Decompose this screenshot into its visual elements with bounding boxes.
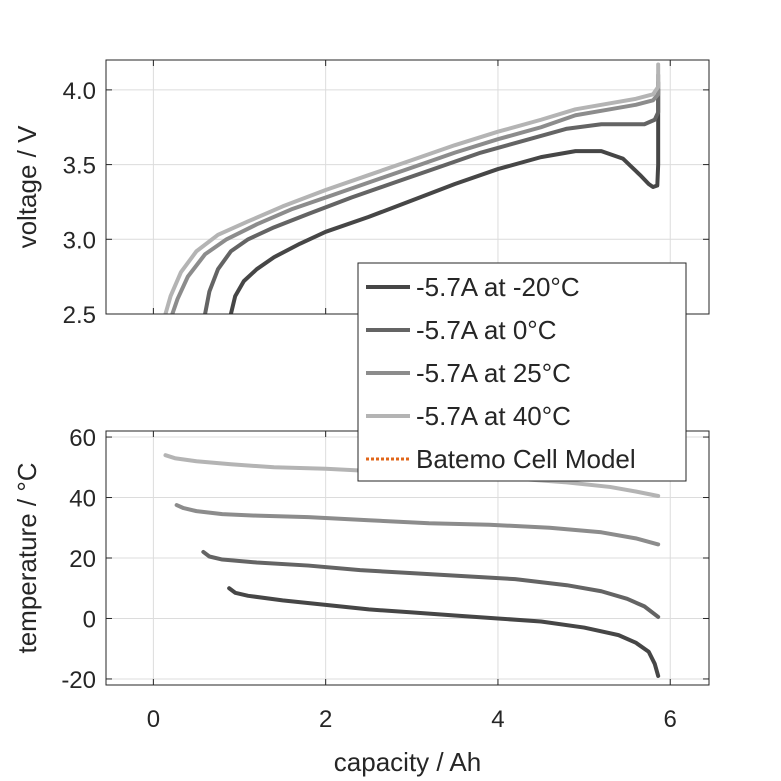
legend-label: -5.7A at -20°C bbox=[416, 272, 580, 302]
series-line-2 bbox=[203, 80, 661, 314]
series-line-3 bbox=[174, 503, 661, 547]
series-line-4 bbox=[163, 62, 661, 314]
y-tick-label: 0 bbox=[83, 606, 96, 633]
legend-label: -5.7A at 40°C bbox=[416, 401, 571, 431]
y-tick-label: 40 bbox=[69, 486, 96, 513]
y-tick-label: 3.0 bbox=[63, 227, 96, 254]
series-line-1 bbox=[227, 586, 661, 678]
x-tick-label: 2 bbox=[319, 706, 332, 733]
legend-label: -5.7A at 25°C bbox=[416, 358, 571, 388]
y-tick-label: 3.5 bbox=[63, 153, 96, 180]
legend-label: Batemo Cell Model bbox=[416, 444, 636, 474]
y-tick-label: -20 bbox=[61, 667, 96, 694]
y-axis-label: voltage / V bbox=[12, 125, 42, 249]
x-axis-label: capacity / Ah bbox=[334, 747, 481, 777]
series-line-3 bbox=[170, 72, 661, 314]
temperature-axes: 0 2 4 6 -20 0 20 40 60 temperature / °C capacity /… bbox=[12, 425, 710, 777]
x-tick-label: 4 bbox=[491, 706, 504, 733]
y-axis-label: temperature / °C bbox=[12, 462, 42, 653]
y-tick-label: 4.0 bbox=[63, 78, 96, 105]
series-line-2 bbox=[201, 549, 661, 619]
y-tick-label: 20 bbox=[69, 546, 96, 573]
x-tick-label: 6 bbox=[664, 706, 677, 733]
voltage-axes: 2.5 3.0 3.5 4.0 voltage / V bbox=[12, 59, 710, 329]
legend-label: -5.7A at 0°C bbox=[416, 315, 556, 345]
legend-box bbox=[357, 262, 687, 482]
y-tick-label: 2.5 bbox=[63, 302, 96, 329]
x-tick-label: 0 bbox=[147, 706, 160, 733]
y-tick-label: 60 bbox=[69, 425, 96, 452]
series-line-1 bbox=[228, 87, 661, 314]
legend: -5.7A at -20°C -5.7A at 0°C -5.7A at 25°C -… bbox=[357, 262, 687, 482]
